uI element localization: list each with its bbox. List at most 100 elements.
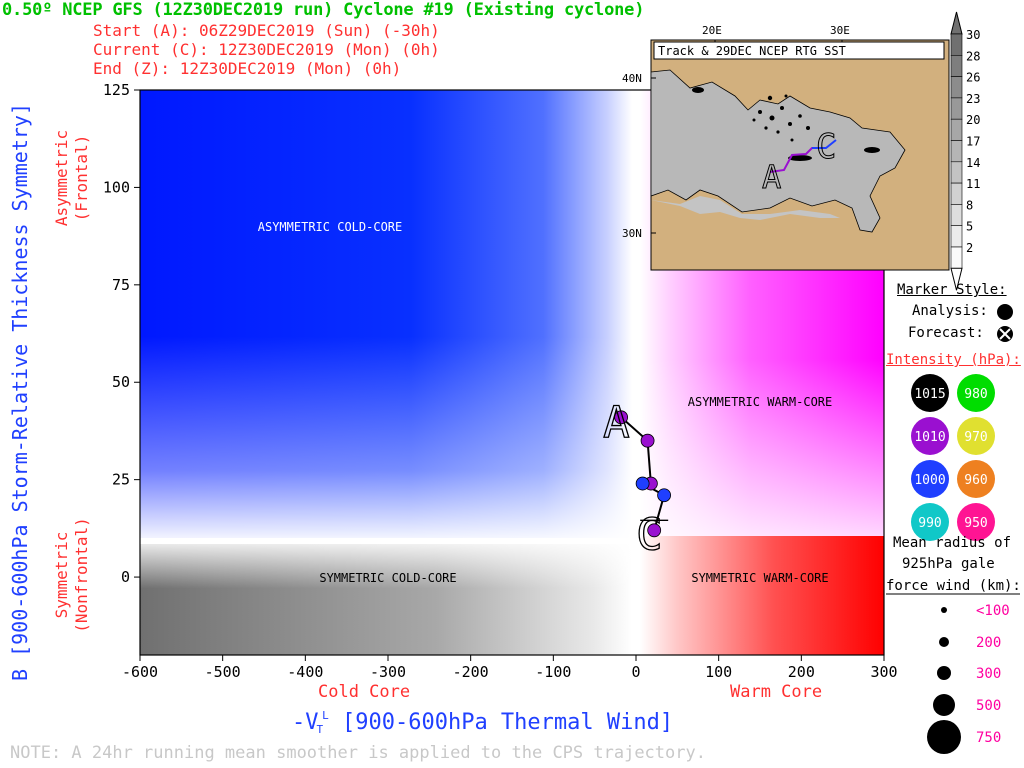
inset-lat-30n: 30N [622,227,642,240]
track-point [640,433,655,448]
x-axis-label-rest: [900-600hPa Thermal Wind] [328,710,674,735]
radius-swatch [937,666,951,680]
x-tick-label: -500 [205,663,241,681]
y-tick-label: 125 [103,81,130,99]
radius-label: 300 [976,666,1001,682]
marker-style-label: Marker Style: [897,282,1007,298]
x-tick-label: -200 [453,663,489,681]
current-time: Current (C): 12Z30DEC2019 (Mon) (0h) [93,40,440,59]
intensity-swatch [957,374,995,412]
mediterranean-sea [650,69,906,233]
x-axis-label: -VTL [900-600hPa Thermal Wind] [292,709,673,736]
y-axis-nonfrontal-label: (Nonfrontal) [72,517,91,633]
intensity-swatch [957,503,995,541]
intensity-swatch [911,417,949,455]
colorbar-segment [950,161,963,184]
colorbar-label: 2 [966,241,973,255]
x-tick-label: 0 [631,663,640,681]
label-sym-warm: SYMMETRIC WARM-CORE [691,571,828,585]
colorbar-segment [950,97,963,120]
intensity-swatch [911,503,949,541]
x-tick-label: -600 [122,663,158,681]
colorbar-bottom-arrow [950,267,963,291]
x-tick-label: -100 [535,663,571,681]
inset-lon-20e: 20E [702,24,722,37]
label-sym-cold: SYMMETRIC COLD-CORE [319,571,456,585]
radius-swatch [933,694,955,716]
x-tick-label: 300 [870,663,897,681]
sym-warm-region [640,536,884,655]
intensity-swatch [911,374,949,412]
inset-title: Track & 29DEC NCEP RTG SST [658,44,846,58]
cyclone-track: AC [602,397,672,561]
colorbar-label: 11 [966,177,980,191]
colorbar-label: 30 [966,28,980,42]
radius-label: 200 [976,635,1001,651]
colorbar-segment [950,204,963,226]
intensity-swatch [957,460,995,498]
colorbar-label: 5 [966,220,973,234]
start-time: Start (A): 06Z29DEC2019 (Sun) (-30h) [93,21,440,40]
intensity-value: 970 [964,430,987,445]
colorbar-segment [950,140,963,163]
y-tick-label: 50 [112,373,130,391]
x-axis-label-v: -V [292,710,319,735]
x-tick-label: 200 [788,663,815,681]
colorbar-top-arrow [950,11,963,35]
intensity-value: 1000 [914,473,945,488]
colorbar-segment [950,76,963,99]
warm-core-label: Warm Core [730,682,823,702]
label-asym-warm: ASYMMETRIC WARM-CORE [688,395,833,409]
radius-swatch [939,637,949,647]
inset-lon-30e: 30E [830,24,850,37]
radius-label: 500 [976,698,1001,714]
inset-map: A C [650,39,950,271]
track-point [657,488,672,503]
colorbar-segment [950,54,963,77]
y-tick-label: 100 [103,178,130,196]
x-tick-label: -400 [287,663,323,681]
intensity-value: 1015 [914,387,945,402]
x-axis-label-sub: T [316,723,324,736]
track-end-marker: C [636,509,663,560]
colorbar-label: 23 [966,92,980,106]
forecast-label: Forecast: [908,325,984,341]
y-axis-asymmetric-label: Asymmetric [52,129,71,227]
radius-label: 750 [976,730,1001,746]
colorbar-label: 20 [966,113,980,127]
y-axis-symmetric-label: Symmetric [52,531,71,619]
colorbar-segment [950,33,963,56]
quadrant-shading [140,90,884,655]
footnote: NOTE: A 24hr running mean smoother is ap… [10,743,706,763]
track-start-marker: A [603,397,630,448]
label-asym-cold: ASYMMETRIC COLD-CORE [258,220,403,234]
y-axis-ticks: 0 25 50 75 100 125 [103,81,140,586]
y-axis-label: B [900-600hPa Storm-Relative Thickness S… [8,103,32,681]
forecast-marker-icon [997,326,1013,342]
intensity-value: 1010 [914,430,945,445]
svg-text:C: C [816,127,836,167]
x-tick-label: -300 [370,663,406,681]
y-tick-label: 25 [112,471,130,489]
colorbar-segment [950,118,963,141]
x-tick-label: 100 [705,663,732,681]
y-tick-label: 0 [121,568,130,586]
colorbar-segment [950,225,963,248]
end-time: End (Z): 12Z30DEC2019 (Mon) (0h) [93,59,402,78]
track-point [647,523,662,538]
colorbar-label: 26 [966,71,980,85]
intensity-value: 960 [964,473,987,488]
analysis-marker-icon [997,304,1013,320]
radius-title-2: 925hPa gale [902,556,995,572]
intensity-value: 980 [964,387,987,402]
y-axis-frontal-label: (Frontal) [72,134,91,222]
radius-swatch [941,607,947,613]
intensity-value: 990 [918,516,941,531]
analysis-label: Analysis: [912,303,988,319]
colorbar-segment [950,182,963,205]
radius-title-1: Mean radius of [893,535,1012,551]
cold-core-label: Cold Core [318,682,411,702]
intensity-swatch [957,417,995,455]
legend: 1015 980 1010 970 1000 960 990 950 <100 200 300 50… [886,304,1020,754]
